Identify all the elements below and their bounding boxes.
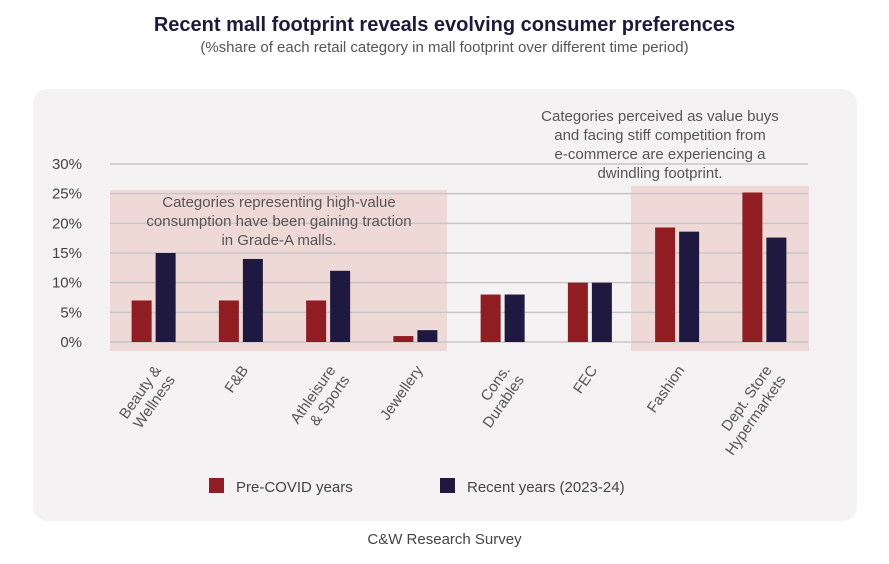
x-tick-label: Beauty &Wellness <box>116 363 179 432</box>
bar <box>679 231 700 342</box>
bar <box>417 330 438 342</box>
bar <box>742 192 763 342</box>
y-tick-label: 30% <box>52 156 82 173</box>
legend-swatch <box>209 478 224 493</box>
x-tick-label: Jewellery <box>377 362 427 423</box>
legend-swatch <box>440 478 455 493</box>
y-tick-label: 15% <box>52 245 82 262</box>
x-tick-label: F&B <box>221 363 252 397</box>
bar <box>591 282 612 342</box>
x-tick-label: FEC <box>570 362 601 396</box>
bar <box>480 294 501 342</box>
chart-title: Recent mall footprint reveals evolving c… <box>153 14 736 36</box>
bar <box>306 300 327 342</box>
bar <box>242 258 263 342</box>
bar <box>330 270 351 342</box>
annotation: Categories perceived as value buys and fa… <box>541 108 779 182</box>
bar <box>131 300 152 342</box>
legend-label: Recent years (2023-24) <box>467 479 625 496</box>
bar <box>655 227 676 342</box>
y-tick-label: 0% <box>60 334 82 351</box>
y-tick-label: 5% <box>60 304 82 321</box>
bar <box>393 336 414 342</box>
bar <box>567 282 588 342</box>
y-tick-label: 10% <box>52 275 82 292</box>
y-tick-label: 25% <box>52 186 82 203</box>
x-tick-label: Cons.Durables <box>466 363 528 432</box>
y-tick-label: 20% <box>52 215 82 232</box>
x-tick-label: Dept. StoreHypermarkets <box>708 363 789 459</box>
x-tick-label: Athleisure& Sports <box>287 363 353 437</box>
annotation: Categories representing high-value consum… <box>146 194 411 249</box>
x-tick-label: Fashion <box>644 363 689 416</box>
chart-source: C&W Research Survey <box>367 531 522 548</box>
bar <box>504 294 525 342</box>
legend-label: Pre-COVID years <box>236 479 353 496</box>
chart-subtitle: (%share of each retail category in mall … <box>200 39 689 56</box>
bar <box>155 253 176 342</box>
bar <box>218 300 239 342</box>
bar <box>766 237 787 342</box>
